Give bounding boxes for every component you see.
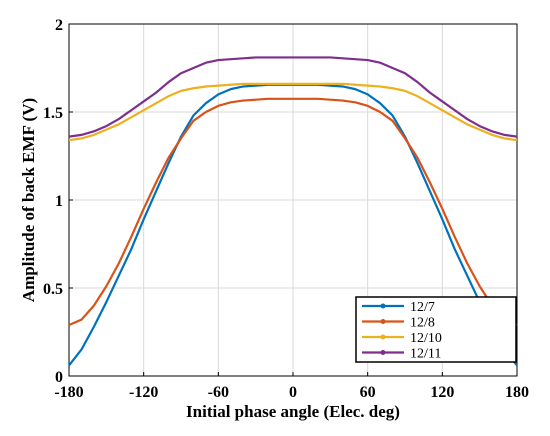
series-line (68, 56, 518, 138)
legend-marker (380, 334, 386, 340)
y-tick-label: 0.5 (43, 281, 63, 298)
legend-marker (380, 303, 386, 309)
series-line (68, 97, 518, 326)
axis-ticks: -180 -120 -60 0 60 120 180 0 0.5 1 1.5 2 (43, 17, 529, 401)
x-tick-label: 60 (360, 384, 376, 401)
x-tick-label: -60 (208, 384, 229, 401)
legend-label: 12/7 (410, 300, 435, 315)
series-lines (68, 56, 518, 367)
x-axis-label: Initial phase angle (Elec. deg) (186, 402, 400, 421)
legend-label: 12/8 (410, 316, 435, 331)
x-tick-label: 180 (505, 384, 529, 401)
y-axis-label: Amplitude of back EMF (V) (19, 98, 38, 302)
legend-marker (380, 319, 386, 324)
x-tick-label: -120 (129, 384, 158, 401)
legend-label: 12/11 (410, 347, 441, 362)
x-tick-label: -180 (54, 384, 83, 401)
y-tick-label: 1 (55, 193, 63, 210)
x-tick-label: 120 (430, 384, 454, 401)
legend-label: 12/10 (410, 331, 442, 346)
y-tick-label: 1.5 (43, 105, 63, 122)
y-tick-label: 2 (55, 17, 63, 34)
x-tick-label: 0 (289, 384, 297, 401)
series-line (68, 82, 518, 142)
legend-marker (380, 350, 386, 355)
y-tick-label: 0 (55, 369, 63, 386)
